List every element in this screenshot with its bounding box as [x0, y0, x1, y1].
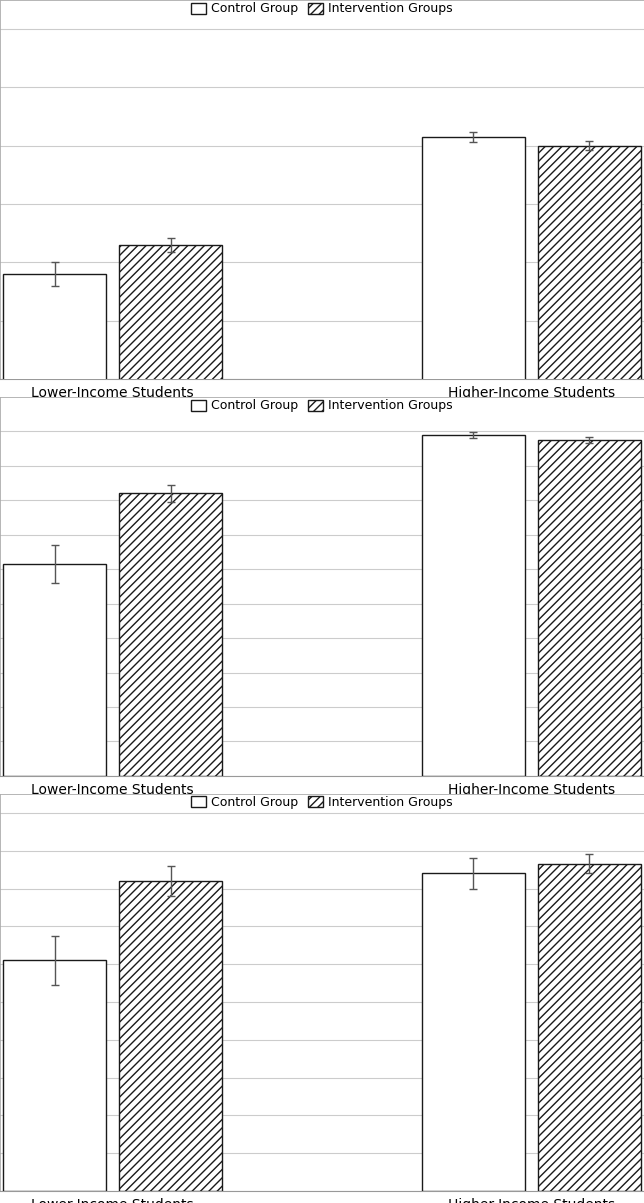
Legend: Control Group, Intervention Groups: Control Group, Intervention Groups: [187, 396, 457, 416]
Bar: [538, 440, 641, 776]
Bar: [3, 960, 106, 1191]
Bar: [422, 137, 525, 612]
Bar: [119, 881, 222, 1191]
Legend: Control Group, Intervention Groups: Control Group, Intervention Groups: [187, 793, 457, 813]
Bar: [119, 245, 222, 612]
Legend: Control Group, Intervention Groups: Control Group, Intervention Groups: [187, 0, 457, 19]
Bar: [119, 493, 222, 776]
Bar: [538, 146, 641, 612]
Bar: [422, 435, 525, 776]
Bar: [3, 274, 106, 612]
Bar: [3, 564, 106, 776]
Bar: [422, 873, 525, 1191]
Bar: [538, 864, 641, 1191]
